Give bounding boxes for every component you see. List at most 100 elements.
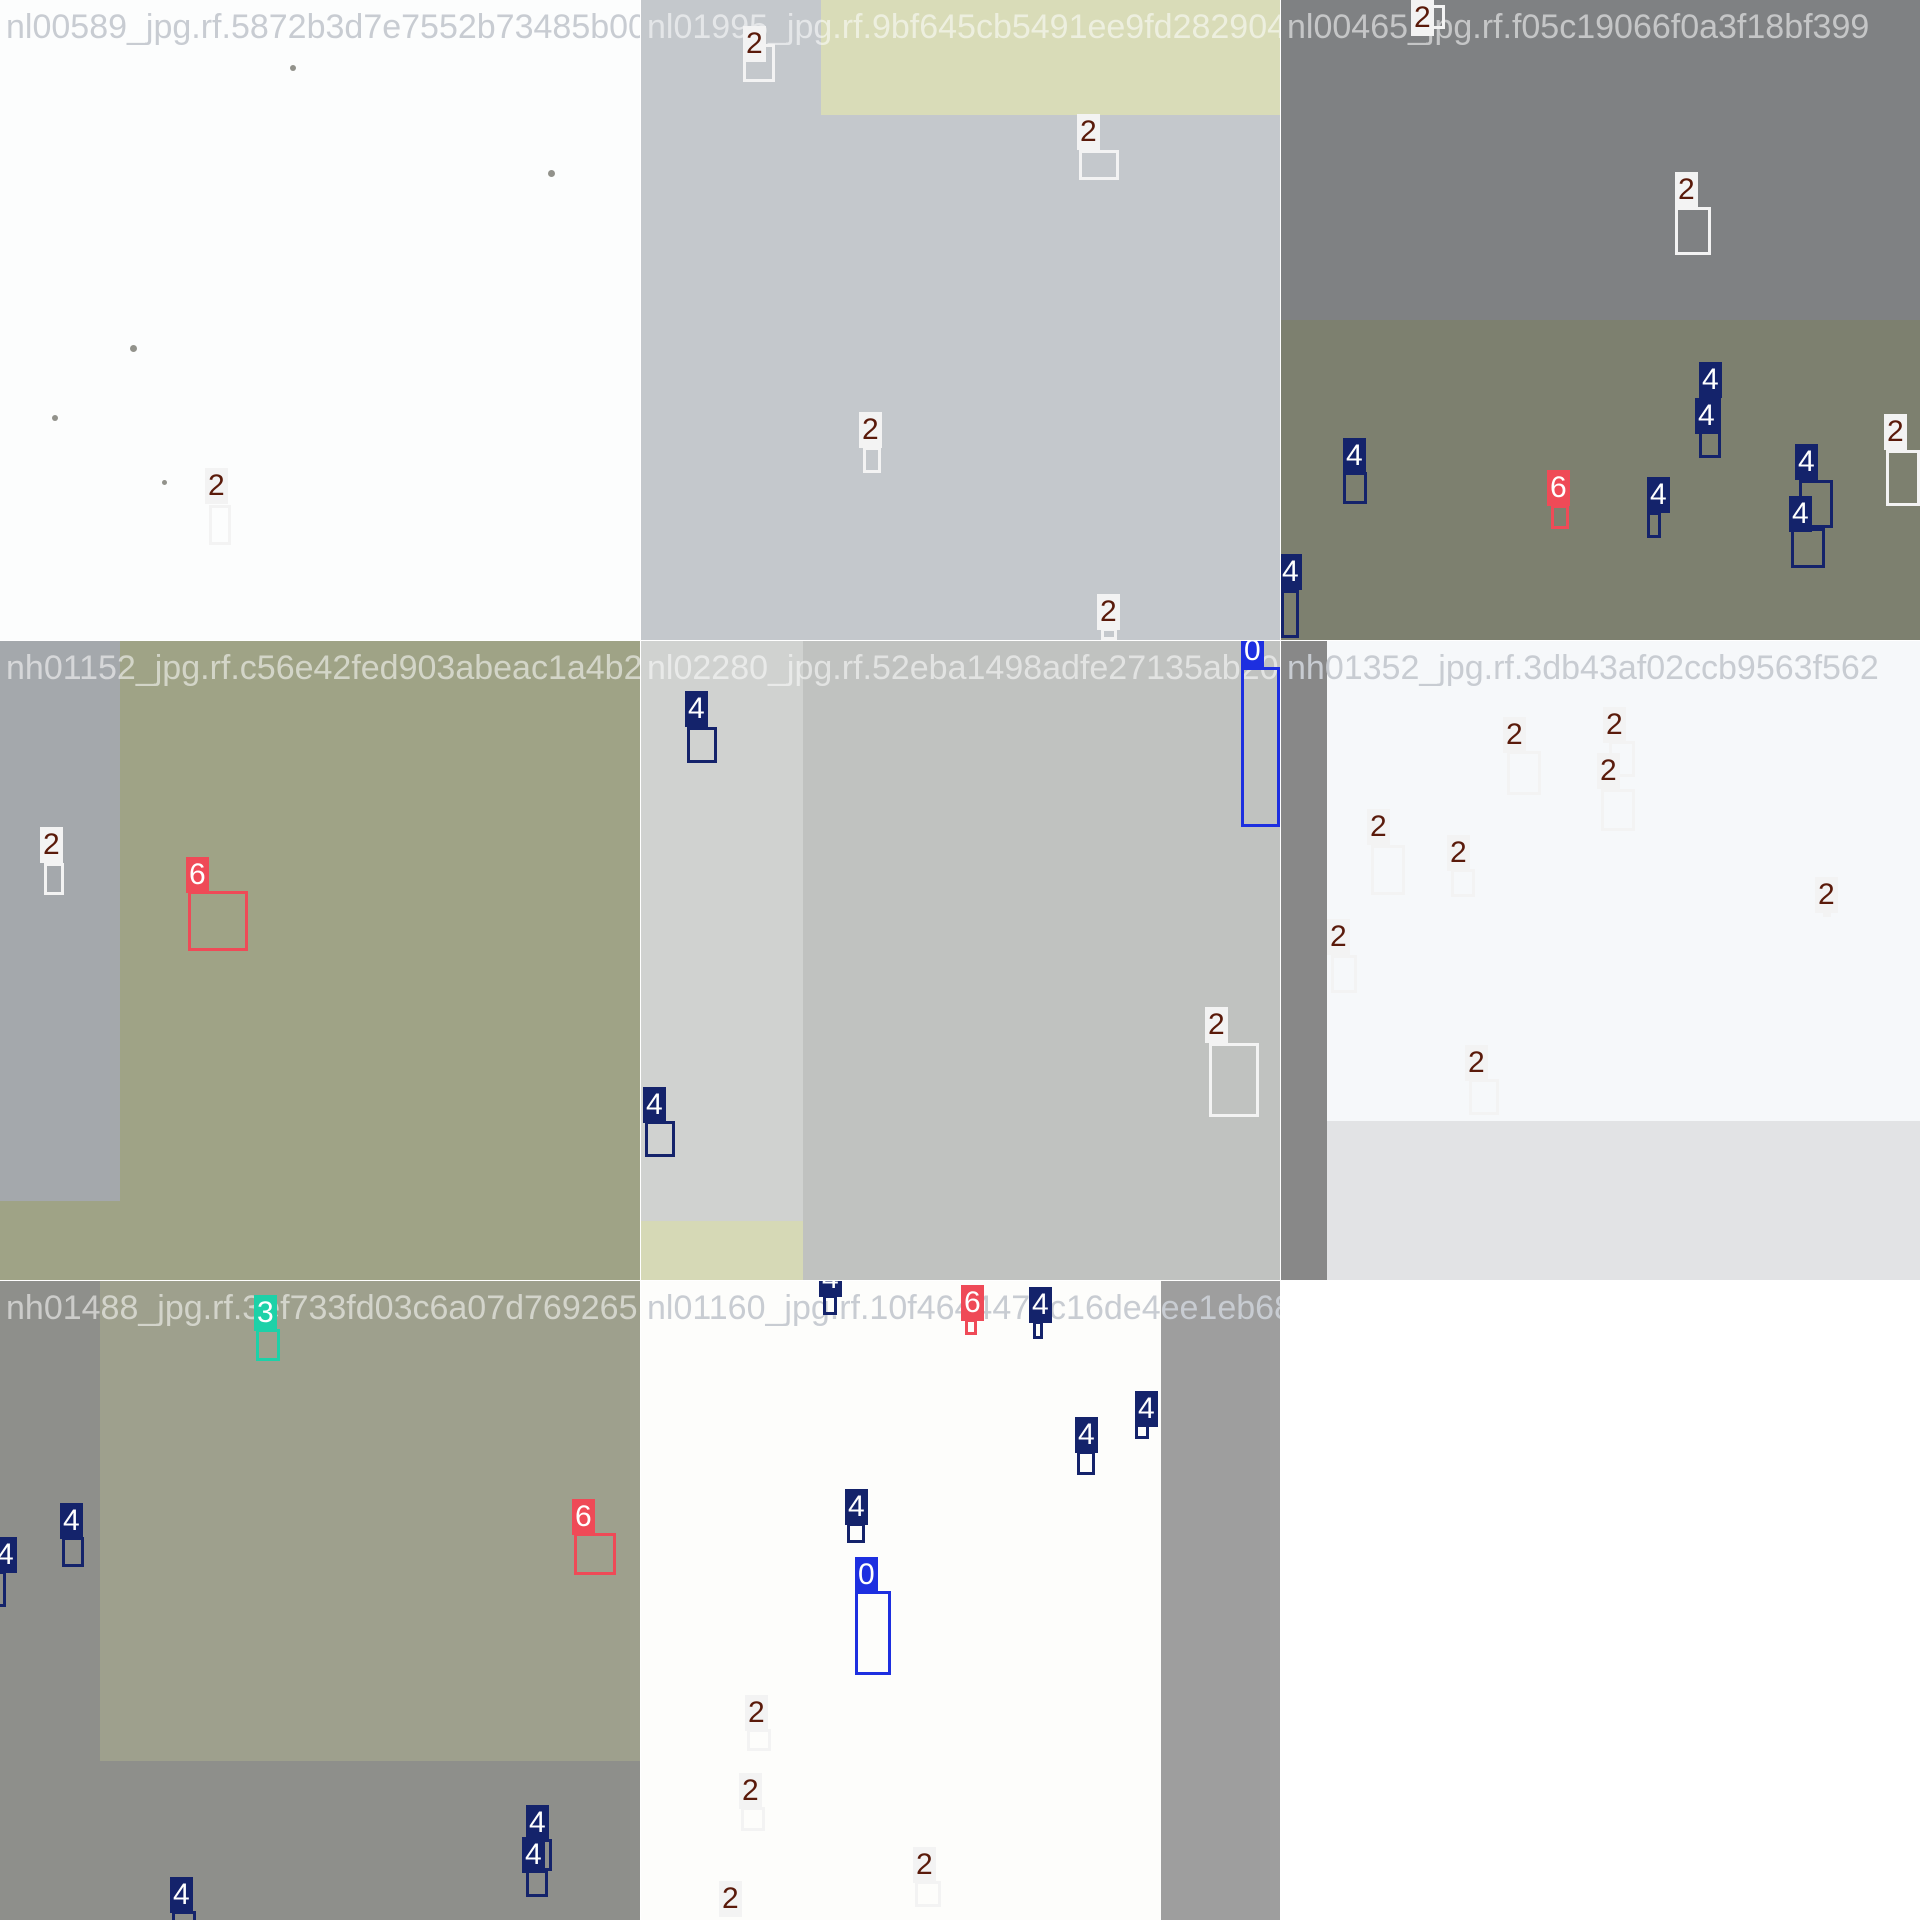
box-label: 2	[745, 1695, 768, 1731]
box-class-2	[915, 1881, 941, 1907]
tile-3: nl00465_jpg.rf.f05c19066f0a3f18bf399 2 2…	[1281, 0, 1920, 640]
box-label: 2	[1675, 172, 1698, 208]
box-label: 2	[205, 468, 228, 504]
box-label: 4	[1281, 554, 1302, 590]
tile-7: nh01488_jpg.rf.3ef733fd03c6a07d769265136…	[0, 1281, 640, 1920]
box-class-4	[1647, 512, 1661, 538]
box-label: 4	[1343, 438, 1366, 474]
box-label: 2	[719, 1881, 742, 1917]
box-label: 0	[855, 1557, 878, 1593]
box-label: 2	[40, 827, 63, 863]
box-label: 2	[1327, 919, 1350, 955]
box-label: 4	[0, 1537, 17, 1573]
box-label: 4	[1789, 496, 1812, 532]
box-label: 2	[1597, 753, 1620, 789]
box-class-4	[1791, 528, 1825, 568]
box-class-4	[687, 727, 717, 763]
tile-4: nh01152_jpg.rf.c56e42fed903abeac1a4b2860…	[0, 641, 640, 1280]
box-class-6	[965, 1319, 977, 1335]
box-label: 2	[1411, 0, 1434, 36]
box-label: 2	[1205, 1007, 1228, 1043]
box-label: 4	[1695, 398, 1718, 434]
box-class-6	[188, 891, 248, 951]
box-class-4	[62, 1537, 84, 1567]
box-label: 2	[1465, 1045, 1488, 1081]
box-label: 4	[522, 1837, 545, 1873]
box-label: 2	[859, 412, 882, 448]
box-label: 4	[60, 1503, 83, 1539]
box-label: 4	[170, 1877, 193, 1913]
box-class-4	[1281, 590, 1299, 638]
box-class-4	[526, 1869, 548, 1897]
tile-3-filename: nl00465_jpg.rf.f05c19066f0a3f18bf399	[1287, 8, 1870, 46]
box-label: 4	[1699, 362, 1722, 398]
box-class-2	[1675, 207, 1711, 255]
box-class-4	[1699, 430, 1721, 458]
box-class-3	[256, 1329, 280, 1361]
box-class-2	[209, 505, 231, 545]
box-class-2	[1079, 150, 1119, 180]
box-label: 2	[1603, 707, 1626, 743]
box-class-4	[645, 1121, 675, 1157]
box-label: 4	[1647, 477, 1670, 513]
box-class-2	[741, 1807, 765, 1831]
box-class-4	[1343, 472, 1367, 504]
box-class-4	[0, 1571, 6, 1607]
box-label: 2	[1503, 717, 1526, 753]
box-label: 4	[685, 691, 708, 727]
box-label: 2	[1447, 835, 1470, 871]
box-class-2	[44, 863, 64, 895]
box-label: 6	[961, 1285, 984, 1321]
box-label: 4	[1795, 444, 1818, 480]
box-class-2	[863, 447, 881, 473]
tile-5: nl02280_jpg.rf.52eba1498adfe27135ab20952…	[641, 641, 1280, 1280]
box-label: 2	[1815, 877, 1838, 913]
tile-1: nl00589_jpg.rf.5872b3d7e7552b73485b00876…	[0, 0, 640, 640]
box-class-6	[574, 1533, 616, 1575]
box-class-4	[1033, 1321, 1043, 1339]
box-class-2	[1331, 955, 1357, 993]
box-label: 0	[1241, 641, 1264, 669]
box-label: 6	[1547, 470, 1570, 506]
box-label: 4	[1135, 1391, 1158, 1427]
box-label: 4	[526, 1805, 549, 1841]
box-class-0	[855, 1591, 891, 1675]
tile-4-filename: nh01152_jpg.rf.c56e42fed903abeac1a4b2860	[6, 649, 640, 687]
tile-2: nl01995_jpg.rf.9bf645cb5491ee9fd28290486…	[641, 0, 1280, 640]
box-class-4	[847, 1523, 865, 1543]
box-label: 2	[739, 1773, 762, 1809]
tile-1-filename: nl00589_jpg.rf.5872b3d7e7552b73485b00876	[6, 8, 640, 46]
tile-5-filename: nl02280_jpg.rf.52eba1498adfe27135ab20952	[647, 649, 1280, 687]
box-class-2	[1507, 751, 1541, 795]
box-label: 2	[743, 26, 766, 62]
tile-8: nl01160_jpg.rf.10f464447dc16de4ee1eb681 …	[641, 1281, 1280, 1920]
box-class-4	[1077, 1451, 1095, 1475]
tile-6: nh01352_jpg.rf.3db43af02ccb9563f562 2 2 …	[1281, 641, 1920, 1280]
box-label: 4	[845, 1489, 868, 1525]
box-class-2	[1209, 1043, 1259, 1117]
box-label: 6	[186, 857, 209, 893]
box-class-2	[1601, 789, 1635, 831]
box-label: 2	[913, 1847, 936, 1883]
box-label: 2	[1884, 414, 1907, 450]
box-label: 4	[643, 1087, 666, 1123]
tile-7-filename: nh01488_jpg.rf.3ef733fd03c6a07d769265136	[6, 1289, 640, 1327]
box-label: 3	[254, 1295, 277, 1331]
box-class-2	[1886, 450, 1920, 506]
box-label: 6	[572, 1499, 595, 1535]
box-class-2	[1451, 869, 1475, 897]
tile-2-filename: nl01995_jpg.rf.9bf645cb5491ee9fd28290486…	[647, 8, 1280, 46]
box-label: 4	[1075, 1417, 1098, 1453]
box-class-0	[1241, 667, 1280, 827]
box-class-4	[823, 1295, 837, 1315]
box-label: 4	[819, 1281, 842, 1297]
box-class-2	[1371, 845, 1405, 895]
box-class-6	[1551, 505, 1569, 529]
box-label: 2	[1367, 809, 1390, 845]
box-class-2	[747, 1729, 771, 1751]
box-label: 4	[1029, 1287, 1052, 1323]
box-label: 2	[1077, 114, 1100, 150]
box-class-2	[1469, 1079, 1499, 1115]
box-label: 2	[1097, 594, 1120, 630]
tile-6-filename: nh01352_jpg.rf.3db43af02ccb9563f562	[1287, 649, 1879, 687]
